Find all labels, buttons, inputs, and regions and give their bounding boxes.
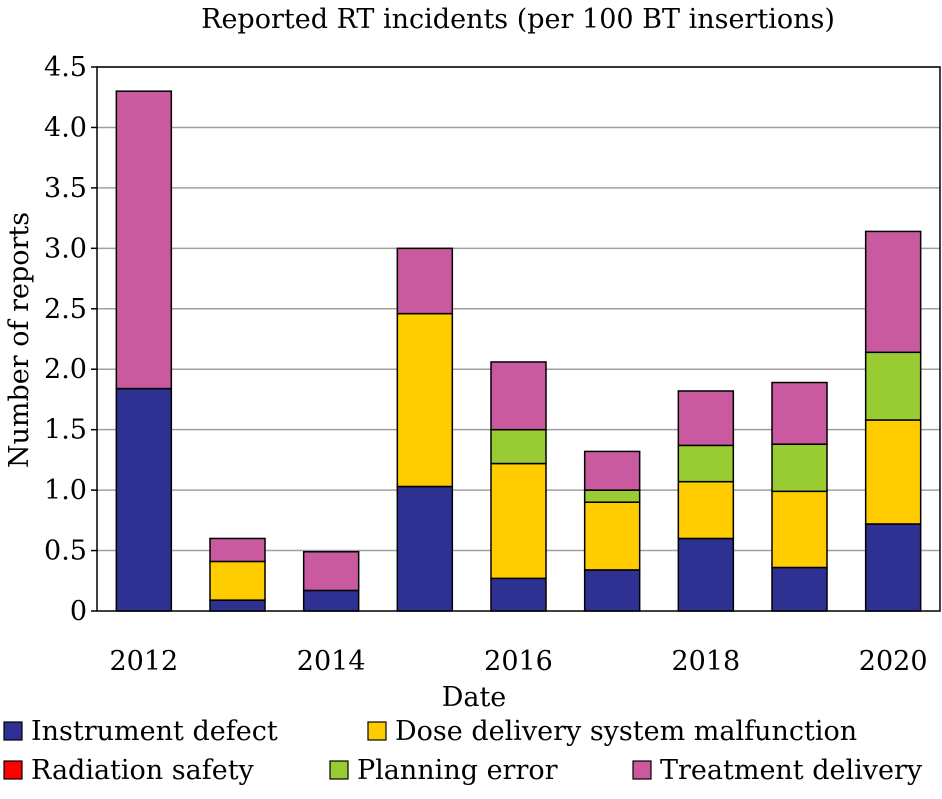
y-tick-label: 0 [70, 596, 87, 627]
bar-segment-dose-delivery-system-malfunction [583, 501, 641, 571]
bar-segment-treatment-delivery [677, 390, 735, 447]
bar-segment-instrument-defect [209, 599, 266, 612]
y-tick-label: 3.0 [44, 233, 87, 264]
bar-segment-treatment-delivery [209, 537, 266, 563]
legend-label: Dose delivery system malfunction [395, 716, 857, 747]
bar-segment-treatment-delivery [771, 381, 828, 445]
bar-segment-instrument-defect [677, 537, 735, 612]
bar-segment-planning-error [771, 443, 828, 493]
legend-item: Dose delivery system malfunction [367, 716, 857, 747]
bar-segment-dose-delivery-system-malfunction [396, 312, 454, 488]
x-tick-label: 2016 [484, 646, 553, 677]
x-axis-label: Date [442, 682, 507, 713]
bar-segment-treatment-delivery [583, 450, 641, 491]
y-tick-label: 2.0 [44, 354, 87, 385]
bar-segment-planning-error [864, 351, 922, 421]
legend-label: Planning error [357, 755, 558, 786]
x-tick-label: 2018 [671, 646, 740, 677]
legend-swatch [632, 760, 652, 780]
bar-segment-instrument-defect [583, 569, 641, 612]
x-tick-label: 2012 [109, 646, 178, 677]
bar-segment-instrument-defect [771, 566, 828, 612]
bar-segment-treatment-delivery [864, 230, 922, 354]
y-axis-label: Number of reports [4, 212, 35, 468]
bar-segment-instrument-defect [302, 589, 360, 612]
y-tick-label: 1.0 [44, 475, 87, 506]
y-tick-label: 3.5 [44, 173, 87, 204]
legend-item: Treatment delivery [632, 755, 923, 786]
x-tick-label: 2020 [859, 646, 928, 677]
legend-label: Instrument defect [31, 716, 278, 747]
y-tick-label: 4.0 [44, 112, 87, 143]
bar-segment-instrument-defect [864, 523, 922, 612]
legend-label: Treatment delivery [660, 755, 923, 786]
legend-label: Radiation safety [31, 755, 255, 786]
y-tick-label: 4.5 [44, 52, 87, 83]
bar-segment-treatment-delivery [396, 247, 454, 315]
legend-swatch [367, 721, 387, 741]
chart-title: Reported RT incidents (per 100 BT insert… [201, 4, 835, 35]
bar-segment-treatment-delivery [115, 90, 173, 390]
legend-swatch [329, 760, 349, 780]
legend-swatch [3, 760, 23, 780]
legend-item: Planning error [329, 755, 558, 786]
bar-segment-instrument-defect [396, 485, 454, 612]
bar-segment-dose-delivery-system-malfunction [677, 480, 735, 540]
bar-segment-planning-error [583, 489, 641, 503]
bar-segment-planning-error [490, 428, 547, 465]
legend-item: Radiation safety [3, 755, 255, 786]
bar-segment-treatment-delivery [302, 551, 360, 592]
legend-item: Instrument defect [3, 716, 278, 747]
bar-segment-dose-delivery-system-malfunction [771, 490, 828, 569]
bar-segment-planning-error [677, 444, 735, 483]
legend-swatch [3, 721, 23, 741]
x-tick-label: 2014 [297, 646, 366, 677]
bar-segment-dose-delivery-system-malfunction [209, 560, 266, 601]
y-tick-label: 2.5 [44, 294, 87, 325]
bar-segment-dose-delivery-system-malfunction [490, 462, 547, 580]
bar-segment-instrument-defect [115, 387, 173, 612]
bar-segment-treatment-delivery [490, 361, 547, 431]
bar-segment-instrument-defect [490, 577, 547, 612]
y-tick-label: 0.5 [44, 536, 87, 567]
bar-segment-dose-delivery-system-malfunction [864, 419, 922, 525]
y-tick-label: 1.5 [44, 415, 87, 446]
